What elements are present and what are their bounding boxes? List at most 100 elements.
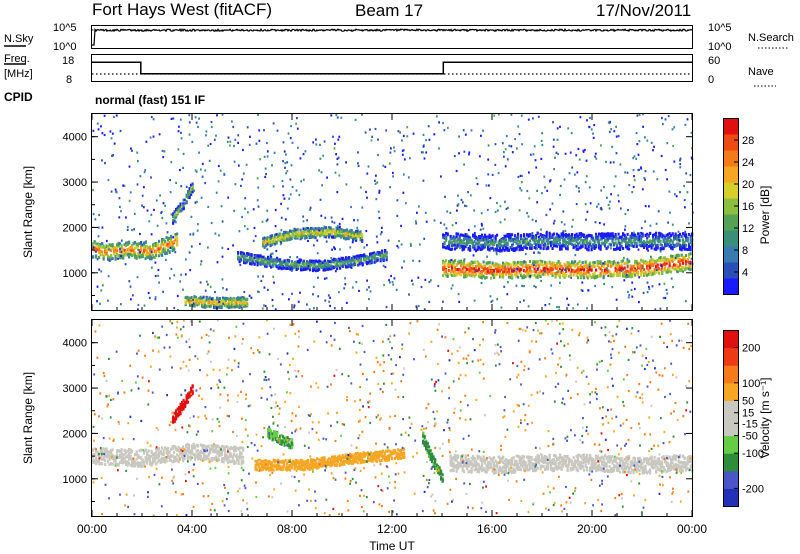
scatter-cell	[496, 298, 499, 301]
scatter-cell	[503, 218, 506, 221]
range-gate-cell	[381, 257, 384, 261]
scatter-cell	[92, 246, 95, 249]
range-gate-cell	[611, 274, 614, 278]
range-gate-cell	[202, 299, 205, 303]
scatter-cell	[266, 155, 269, 158]
scatter-cell	[107, 275, 110, 278]
range-gate-cell	[470, 262, 473, 266]
scatter-cell	[215, 134, 217, 137]
range-gate-cell	[96, 451, 99, 455]
range-gate-cell	[451, 261, 454, 264]
scatter-cell	[499, 221, 502, 224]
scatter-cell	[612, 262, 615, 265]
range-gate-cell	[337, 234, 340, 238]
range-gate-cell	[146, 250, 149, 254]
scatter-cell	[308, 308, 311, 311]
scatter-cell	[338, 135, 341, 138]
range-gate-cell	[191, 190, 194, 194]
range-gate-cell	[291, 265, 294, 269]
scatter-cell	[439, 221, 442, 224]
range-gate-cell	[554, 244, 557, 248]
range-gate-cell	[354, 262, 357, 265]
range-gate-cell	[174, 235, 177, 239]
range-gate-cell	[358, 232, 361, 236]
range-gate-cell	[195, 296, 198, 300]
range-gate-cell	[179, 202, 182, 206]
range-gate-cell	[467, 273, 470, 277]
scatter-cell	[447, 126, 449, 129]
range-gate-cell	[509, 264, 512, 268]
scatter-cell	[679, 166, 682, 169]
range-gate-cell	[485, 276, 488, 279]
range-gate-cell	[688, 233, 691, 236]
scatter-cell	[595, 157, 598, 160]
range-gate-cell	[631, 272, 634, 276]
scatter-cell	[289, 256, 291, 259]
range-gate-cell	[454, 274, 457, 277]
scatter-cell	[562, 210, 565, 213]
range-gate-cell	[452, 238, 455, 242]
scatter-cell	[370, 139, 373, 142]
range-gate-cell	[512, 237, 515, 241]
scatter-cell	[389, 186, 391, 189]
range-gate-cell	[125, 244, 128, 248]
range-gate-cell	[243, 255, 246, 258]
range-gate-cell	[314, 227, 317, 231]
freq-axes	[91, 54, 693, 82]
range-gate-cell	[614, 233, 617, 236]
scatter-cell	[683, 199, 686, 202]
range-gate-cell	[668, 268, 671, 272]
range-gate-cell	[269, 234, 272, 238]
scatter-cell	[562, 230, 565, 233]
range-gate-cell	[535, 235, 538, 239]
scatter-cell	[673, 126, 676, 129]
range-gate-cell	[328, 228, 331, 232]
range-gate-cell	[135, 255, 138, 258]
range-gate-cell	[188, 196, 191, 200]
range-gate-cell	[274, 262, 277, 266]
scatter-cell	[98, 268, 101, 271]
range-gate-cell	[289, 229, 292, 233]
scatter-cell	[118, 216, 121, 219]
range-gate-cell	[556, 266, 559, 270]
range-gate-cell	[340, 256, 343, 260]
range-gate-cell	[98, 454, 101, 458]
range-gate-cell	[536, 239, 539, 243]
scatter-cell	[468, 151, 471, 154]
range-gate-cell	[524, 275, 527, 279]
range-gate-cell	[298, 260, 301, 264]
range-gate-cell	[170, 238, 173, 242]
scatter-cell	[650, 255, 652, 258]
range-gate-cell	[92, 455, 95, 459]
range-gate-cell	[517, 245, 520, 249]
range-gate-cell	[149, 252, 152, 256]
scatter-cell	[271, 164, 273, 167]
range-gate-cell	[527, 270, 530, 274]
range-gate-cell	[512, 249, 515, 252]
range-gate-cell	[223, 296, 226, 300]
range-gate-cell	[458, 234, 461, 238]
range-gate-cell	[355, 237, 358, 240]
range-gate-cell	[476, 269, 479, 273]
range-gate-cell	[167, 236, 170, 240]
range-gate-cell	[253, 262, 256, 266]
range-gate-cell	[147, 246, 150, 250]
freq-line	[92, 61, 692, 75]
scatter-cell	[481, 224, 483, 227]
range-gate-cell	[134, 254, 137, 257]
range-gate-cell	[342, 260, 345, 264]
range-gate-cell	[650, 270, 653, 274]
range-gate-cell	[306, 267, 309, 271]
range-gate-cell	[488, 261, 491, 265]
range-gate-cell	[352, 231, 355, 235]
range-gate-cell	[662, 268, 665, 272]
range-gate-cell	[584, 272, 587, 275]
scatter-cell	[243, 225, 246, 228]
scatter-cell	[600, 208, 603, 211]
scatter-cell	[575, 203, 578, 206]
scatter-cell	[563, 223, 566, 226]
scatter-cell	[638, 168, 640, 171]
range-gate-cell	[131, 254, 134, 258]
scatter-cell	[285, 172, 287, 175]
range-gate-cell	[668, 259, 671, 263]
